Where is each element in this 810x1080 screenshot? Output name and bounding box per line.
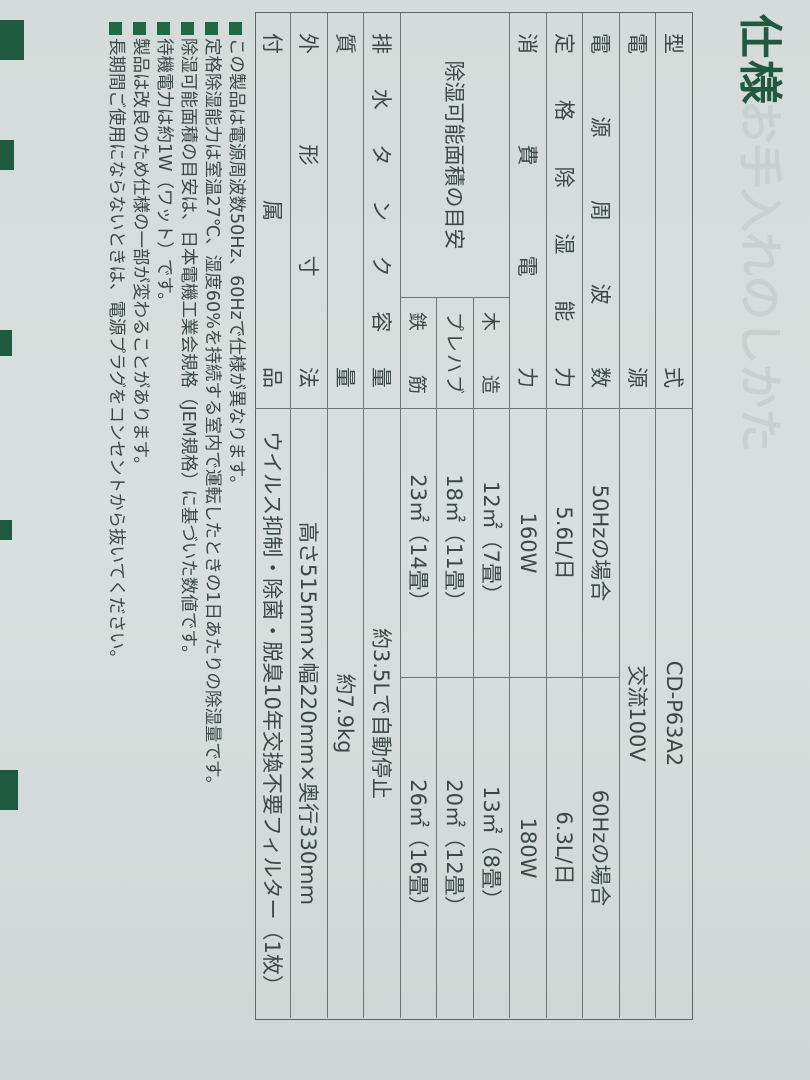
value-tank: 約3.5Lで自動停止	[363, 409, 400, 1018]
bullet-square-icon	[157, 22, 171, 35]
value-area-concrete-50hz: 23㎡（14畳）	[400, 409, 437, 678]
label-dimensions: 外形寸法	[290, 13, 327, 409]
label-area-concrete: 鉄筋	[400, 298, 437, 409]
spec-table: 型式 CD-P63A2 電源 交流100V 電源周波数 50Hzの場合 60Hz…	[255, 12, 693, 1020]
value-model: CD-P63A2	[655, 409, 692, 1018]
note-text: 待機電力は約1W（ワット）です。	[154, 38, 174, 310]
bullet-square-icon	[229, 22, 243, 35]
cut-off-heading-fragment	[0, 140, 14, 170]
label-model: 型式	[655, 13, 692, 409]
value-capacity-50hz: 5.6L/日	[546, 409, 583, 678]
label-mass: 質量	[327, 13, 364, 409]
value-area-prefab-50hz: 18㎡（11畳）	[436, 409, 473, 678]
note-item: 製品は改良のため仕様の一部が変わることがあります。	[128, 22, 152, 793]
note-item: 除湿可能面積の目安は、日本電機工業会規格（JEM規格）に基づいた数値です。	[176, 22, 200, 793]
bullet-square-icon	[181, 22, 195, 35]
note-item: この製品は電源周波数50Hz、60Hzで仕様が異なります。	[224, 22, 248, 793]
notes-list: この製品は電源周波数50Hz、60Hzで仕様が異なります。 定格除湿能力は室温2…	[104, 22, 248, 793]
note-text: 製品は改良のため仕様の一部が変わることがあります。	[130, 38, 150, 474]
cut-off-heading-fragment	[0, 20, 24, 60]
label-area-wood: 木造	[473, 298, 510, 409]
value-area-wood-60hz: 13㎡（8畳）	[473, 678, 510, 1018]
label-accessories: 付属品	[255, 13, 291, 409]
cut-off-heading-fragment	[0, 770, 18, 810]
value-frequency-50hz: 50Hzの場合	[582, 409, 619, 678]
value-accessories: ウイルス抑制・除菌・脱臭10年交換不要フィルター（1枚）	[260, 431, 284, 996]
note-item: 定格除湿能力は室温27℃、湿度60%を持続する室内で運転したときの1日あたりの除…	[200, 22, 224, 793]
cut-off-heading-fragment	[0, 330, 12, 356]
label-area: 除湿可能面積の目安	[400, 13, 510, 298]
value-power: 交流100V	[619, 409, 656, 1018]
note-text: この製品は電源周波数50Hz、60Hzで仕様が異なります。	[226, 38, 246, 493]
value-area-wood-50hz: 12㎡（7畳）	[473, 409, 510, 678]
value-area-prefab-60hz: 20㎡（12畳）	[436, 678, 473, 1018]
value-consumption-60hz: 180W	[509, 678, 546, 1018]
label-power: 電源	[619, 13, 656, 409]
note-text: 定格除湿能力は室温27℃、湿度60%を持続する室内で運転したときの1日あたりの除…	[202, 38, 222, 794]
bullet-square-icon	[205, 22, 219, 35]
label-tank: 排水タンク容量	[363, 13, 400, 409]
label-consumption: 消費電力	[509, 13, 546, 409]
value-area-concrete-60hz: 26㎡（16畳）	[400, 678, 437, 1018]
note-item: 長期間ご使用にならないときは、電源プラグをコンセントから抜いてください。	[104, 22, 128, 793]
value-dimensions: 高さ515mm×幅220mm×奥行330mm	[290, 409, 327, 1018]
value-capacity-60hz: 6.3L/日	[546, 678, 583, 1018]
value-mass: 約7.9kg	[327, 409, 364, 1018]
note-text: 除湿可能面積の目安は、日本電機工業会規格（JEM規格）に基づいた数値です。	[178, 38, 198, 663]
page-title: 仕様	[734, 14, 785, 106]
label-frequency: 電源周波数	[582, 13, 619, 409]
show-through-heading: お手入れのしかた	[734, 100, 785, 452]
cut-off-heading-fragment	[0, 520, 12, 540]
bullet-square-icon	[109, 22, 123, 35]
note-item: 待機電力は約1W（ワット）です。	[152, 22, 176, 793]
label-capacity: 定格除湿能力	[546, 13, 583, 409]
value-frequency-60hz: 60Hzの場合	[582, 678, 619, 1018]
label-area-prefab: プレハブ	[436, 298, 473, 409]
bullet-square-icon	[133, 22, 147, 35]
note-text: 長期間ご使用にならないときは、電源プラグをコンセントから抜いてください。	[106, 38, 126, 667]
value-consumption-50hz: 160W	[509, 409, 546, 678]
